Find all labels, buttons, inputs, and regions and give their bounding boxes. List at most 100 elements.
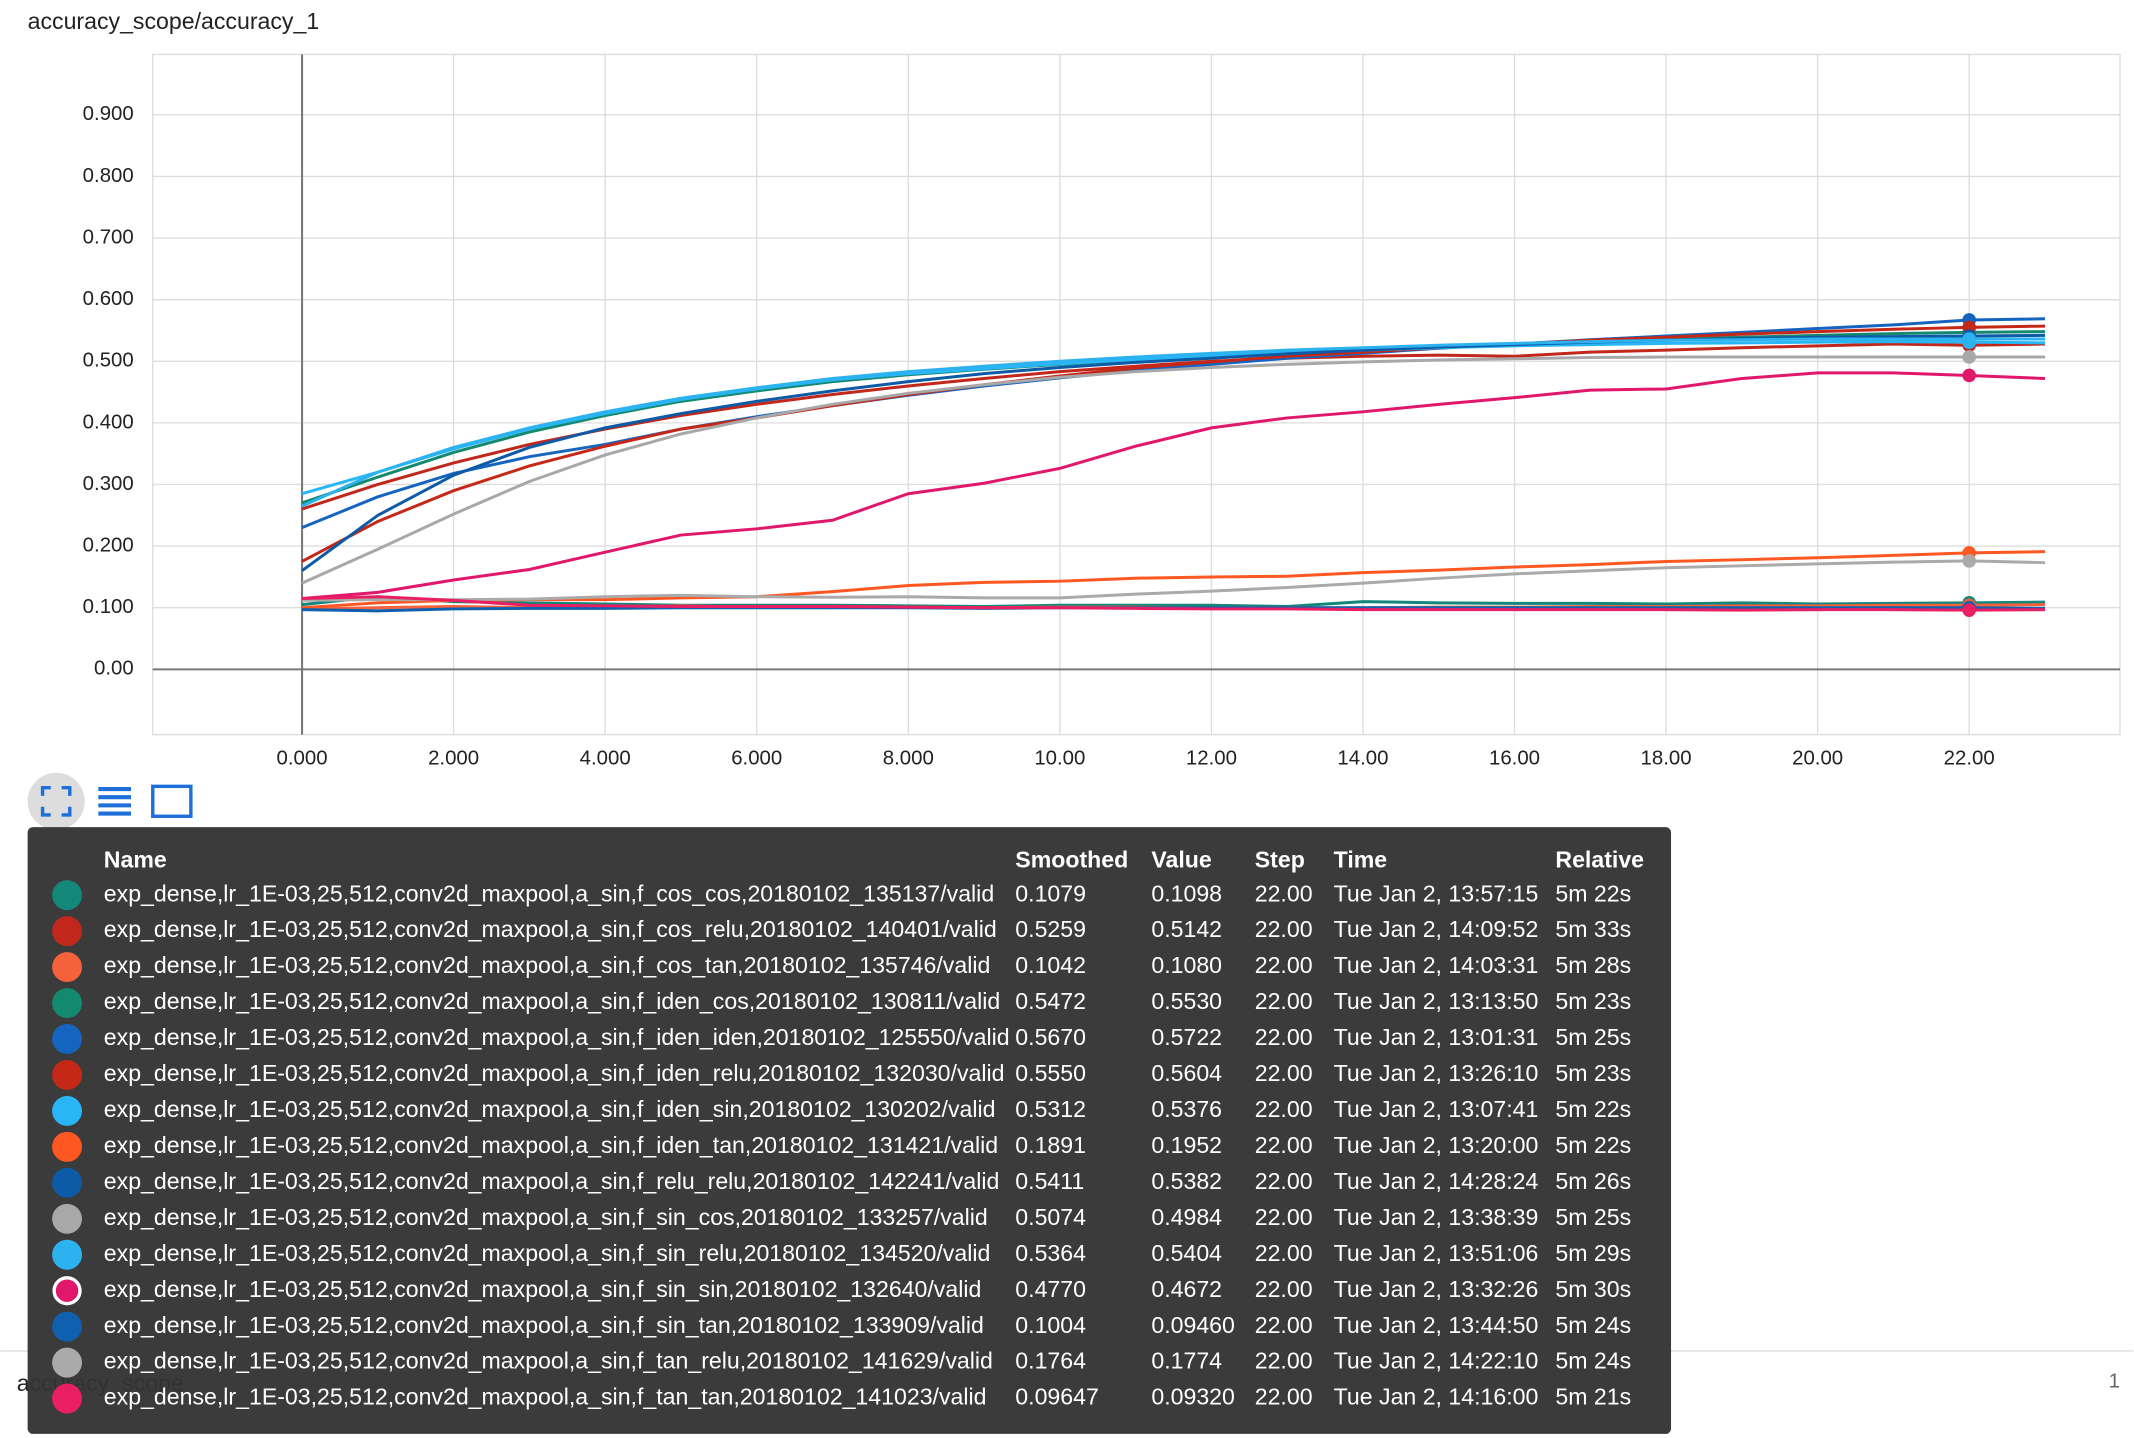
tooltip-cell: 0.5404 [1151, 1240, 1222, 1266]
series-line [302, 559, 2046, 602]
page-number: 1 [2109, 1371, 2120, 1393]
series-name: exp_dense,lr_1E-03,25,512,conv2d_maxpool… [104, 1240, 991, 1266]
series-name: exp_dense,lr_1E-03,25,512,conv2d_maxpool… [104, 988, 1000, 1014]
tooltip-cell: 0.1042 [1015, 952, 1086, 978]
toolbar [27, 772, 193, 830]
tooltip-cell: Tue Jan 2, 13:13:50 [1334, 988, 1539, 1014]
tooltip-cell: Tue Jan 2, 13:26:10 [1334, 1060, 1539, 1086]
tooltip-cell: 5m 21s [1555, 1384, 1631, 1410]
tooltip-cell: 22.00 [1255, 1132, 1313, 1158]
highlight-dot [1962, 603, 1976, 617]
legend-swatch [52, 1059, 83, 1090]
tooltip-cell: 0.1080 [1151, 952, 1222, 978]
series-name: exp_dense,lr_1E-03,25,512,conv2d_maxpool… [104, 1384, 987, 1410]
y-tick-label: 0.700 [83, 226, 134, 248]
tooltip-cell: 22.00 [1255, 1276, 1313, 1302]
tooltip-cell: 22.00 [1255, 916, 1313, 942]
series-name: exp_dense,lr_1E-03,25,512,conv2d_maxpool… [104, 1168, 1000, 1194]
series-line [301, 355, 2046, 585]
tooltip-cell: 0.5142 [1151, 916, 1222, 942]
tooltip-cell: 22.00 [1255, 1024, 1313, 1050]
plot: 0.00 0.100 0.200 0.300 0.400 0.500 0.600 0.700 0… [83, 53, 2121, 770]
legend-swatch [52, 1239, 83, 1270]
tooltip-cell: 0.5382 [1151, 1168, 1222, 1194]
tooltip-cell: 22.00 [1255, 1060, 1313, 1086]
x-tick-label: 18.00 [1641, 748, 1692, 770]
tooltip-cell: 0.5376 [1151, 1096, 1222, 1122]
series-name: exp_dense,lr_1E-03,25,512,conv2d_maxpool… [104, 1060, 1005, 1086]
series-line [301, 317, 2046, 529]
legend-swatch [52, 1347, 83, 1378]
tooltip-cell: 5m 22s [1555, 1096, 1631, 1122]
tooltip-cell: 22.00 [1255, 1240, 1313, 1266]
tooltip-cell: 22.00 [1255, 1168, 1313, 1194]
tooltip-cell: 0.5259 [1015, 916, 1086, 942]
legend-swatch [52, 1203, 83, 1234]
toolbar-highlight [27, 772, 85, 830]
x-tick-label: 8.000 [883, 748, 934, 770]
tooltip-cell: 0.5530 [1151, 988, 1222, 1014]
tooltip-cell: Tue Jan 2, 14:16:00 [1334, 1384, 1539, 1410]
tooltip-cell: 5m 25s [1555, 1024, 1631, 1050]
tooltip-cell: Tue Jan 2, 14:03:31 [1334, 952, 1539, 978]
tooltip-cell: 22.00 [1255, 952, 1313, 978]
y-tick-label: 0.500 [83, 350, 134, 372]
legend-swatch [52, 880, 83, 911]
tooltip-box [27, 827, 1672, 1434]
tooltip-cell: Tue Jan 2, 13:38:39 [1334, 1204, 1539, 1230]
tooltip-cell: 5m 26s [1555, 1168, 1631, 1194]
tooltip-header: Smoothed [1015, 846, 1128, 872]
tooltip-cell: 0.4770 [1015, 1276, 1086, 1302]
tooltip-cell: 0.1891 [1015, 1132, 1086, 1158]
legend-swatch [52, 1167, 83, 1198]
tooltip-header: Name [104, 846, 167, 872]
x-tick-label: 2.000 [428, 748, 479, 770]
tooltip-cell: 5m 30s [1555, 1276, 1631, 1302]
fit-domain-icon[interactable] [151, 784, 193, 818]
highlight-dot [1962, 332, 1976, 346]
y-tick-label: 0.200 [83, 534, 134, 556]
series-name: exp_dense,lr_1E-03,25,512,conv2d_maxpool… [104, 1204, 988, 1230]
highlight-dot [1962, 350, 1976, 364]
series-name: exp_dense,lr_1E-03,25,512,conv2d_maxpool… [104, 1132, 998, 1158]
series-line [301, 595, 2046, 612]
series-name: exp_dense,lr_1E-03,25,512,conv2d_maxpool… [104, 1024, 1010, 1050]
x-tick-label: 0.000 [277, 748, 328, 770]
series-line [301, 371, 2046, 600]
fullscreen-icon[interactable] [40, 786, 72, 817]
legend-swatch [52, 1131, 83, 1162]
y-tick-label: 0.100 [83, 596, 134, 618]
tooltip-cell: Tue Jan 2, 13:44:50 [1334, 1312, 1539, 1338]
tooltip-cell: 22.00 [1255, 988, 1313, 1014]
series-line [301, 324, 2046, 563]
x-tick-label: 6.000 [731, 748, 782, 770]
log-scale-icon[interactable] [98, 787, 132, 816]
tooltip-cell: 0.1079 [1015, 880, 1086, 906]
x-tick-label: 10.00 [1034, 748, 1085, 770]
y-tick-label: 0.300 [83, 473, 134, 495]
tooltip-cell: 22.00 [1255, 1312, 1313, 1338]
tooltip-cell: Tue Jan 2, 13:51:06 [1334, 1240, 1539, 1266]
series-name: exp_dense,lr_1E-03,25,512,conv2d_maxpool… [104, 880, 994, 906]
tooltip-cell: Tue Jan 2, 14:09:52 [1334, 916, 1539, 942]
tooltip-cell: Tue Jan 2, 13:57:15 [1334, 880, 1539, 906]
x-tick-label: 12.00 [1186, 748, 1237, 770]
tooltip-cell: 0.1004 [1015, 1312, 1086, 1338]
series-name: exp_dense,lr_1E-03,25,512,conv2d_maxpool… [104, 1276, 982, 1302]
series-name: exp_dense,lr_1E-03,25,512,conv2d_maxpool… [104, 916, 997, 942]
legend-swatch [52, 988, 83, 1019]
y-tick-label: 0.400 [83, 411, 134, 433]
tooltip-cell: 0.5550 [1015, 1060, 1086, 1086]
highlight-dot [1962, 554, 1976, 568]
tooltip-cell: 0.5312 [1015, 1096, 1086, 1122]
tooltip-cell: 22.00 [1255, 1348, 1313, 1374]
tooltip-cell: 0.5411 [1015, 1168, 1084, 1194]
chart-title: accuracy_scope/accuracy_1 [28, 8, 320, 34]
tooltip-header: Relative [1555, 846, 1644, 872]
y-tick-label: 0.900 [83, 103, 134, 125]
tooltip-cell: Tue Jan 2, 14:28:24 [1334, 1168, 1539, 1194]
tooltip-cell: 0.5472 [1015, 988, 1086, 1014]
legend-swatch [52, 1311, 83, 1342]
tooltip-cell: 0.5670 [1015, 1024, 1086, 1050]
tooltip-cell: 0.5604 [1151, 1060, 1222, 1086]
